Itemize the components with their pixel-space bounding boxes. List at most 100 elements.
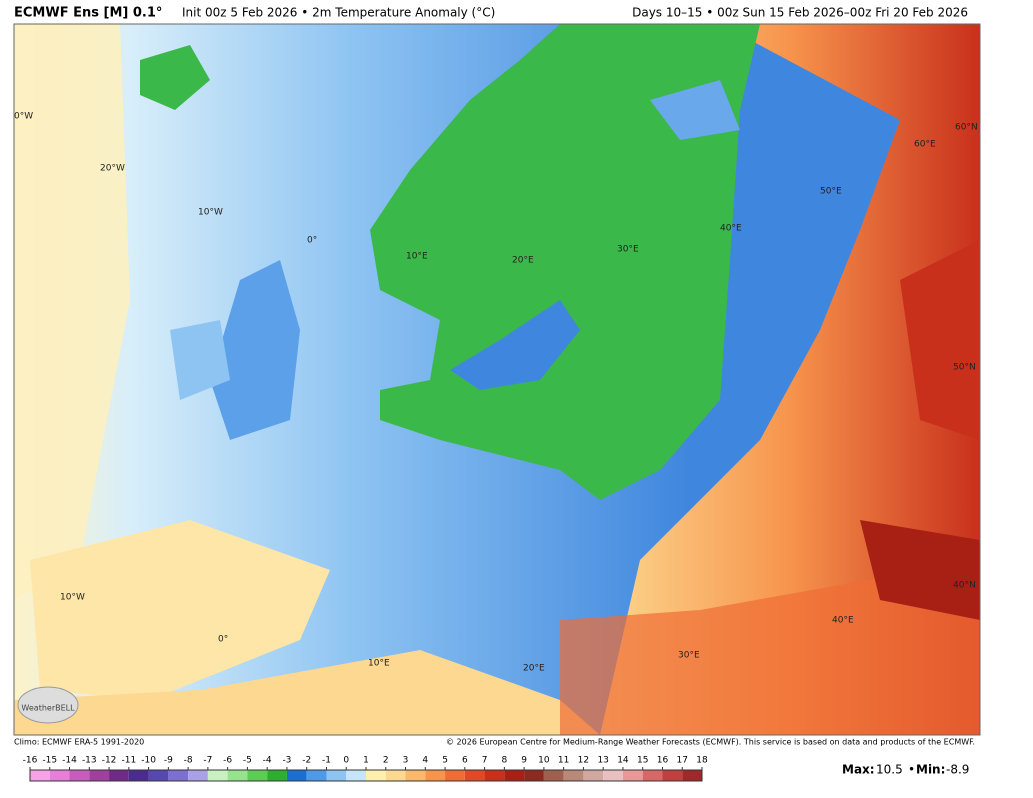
tick-label: 16 [657, 756, 669, 766]
climo: Climo: ECMWF ERA-5 1991-2020 [14, 738, 144, 747]
color-swatch [603, 770, 623, 781]
tick-label: 6 [462, 756, 468, 766]
atlantic-warm [14, 24, 130, 600]
tick-label: 14 [617, 756, 629, 766]
color-swatch [642, 770, 663, 781]
color-swatch [306, 770, 327, 781]
tick-label: -2 [302, 756, 311, 766]
russia-hot [900, 240, 980, 440]
color-swatch [385, 770, 406, 781]
max-label: Max: [842, 763, 875, 777]
title: ECMWF Ens [M] 0.1° [14, 6, 162, 21]
color-swatch [425, 770, 446, 781]
grid-label: 0° [218, 635, 228, 645]
tick-label: 4 [422, 756, 428, 766]
max-value: 10.5 [876, 763, 903, 777]
grid-label: 0° [307, 236, 317, 246]
separator: • [908, 763, 915, 777]
tick-label: 11 [558, 756, 569, 766]
tick-label: 5 [442, 756, 448, 766]
tick-label: -14 [62, 756, 77, 766]
grid-label: 10°E [406, 252, 428, 262]
grid-label: 50°E [820, 187, 842, 197]
colorbar: -16 -15 -14 -13 -12 -11 -10 -9 -8 -7 -6 -5 -4 -3 -2 -1 0… [23, 756, 708, 782]
grid-label: 10°W [198, 208, 223, 218]
tick-label: 17 [677, 756, 688, 766]
iceland [140, 45, 210, 110]
tick-label: 7 [482, 756, 488, 766]
color-swatch [326, 770, 347, 781]
grid-label: 40°E [832, 616, 854, 626]
color-swatch [366, 770, 386, 781]
tick-label: -11 [121, 756, 136, 766]
color-swatch [30, 770, 50, 781]
logo: WeatherBELL [21, 704, 75, 713]
color-swatch [89, 770, 110, 781]
tick-label: -8 [184, 756, 193, 766]
grid-label: 40°N [953, 581, 976, 591]
tick-label: -12 [102, 756, 117, 766]
color-swatch [662, 770, 683, 781]
color-swatch [445, 770, 465, 781]
copyright: © 2026 European Centre for Medium-Range … [446, 738, 975, 747]
caucasus [860, 520, 980, 620]
color-swatch [543, 770, 564, 781]
tick-label: -3 [282, 756, 291, 766]
tick-label: 2 [383, 756, 389, 766]
grid-label: 10°E [368, 659, 390, 669]
color-swatch [346, 770, 366, 781]
ireland [170, 320, 230, 400]
tick-label: 3 [403, 756, 409, 766]
color-swatch [405, 770, 426, 781]
tick-label: 13 [597, 756, 608, 766]
grid-label: 60°E [914, 140, 936, 150]
min-label: Min: [916, 763, 945, 777]
valid-time: Days 10–15 • 00z Sun 15 Feb 2026–00z Fri… [632, 6, 968, 20]
stats: Max: 10.5 • Min: -8.9 [842, 763, 969, 777]
color-swatch [168, 770, 189, 781]
color-swatch [227, 770, 248, 781]
min-value: -8.9 [946, 763, 969, 777]
map-frame [13, 23, 981, 736]
color-swatch [563, 770, 584, 781]
tick-label: 9 [521, 756, 527, 766]
grid-label: 0°W [14, 112, 33, 122]
color-swatch [286, 770, 307, 781]
grid-label: 50°N [953, 363, 976, 373]
tick-label: -6 [223, 756, 232, 766]
grid-label: 20°E [512, 256, 534, 266]
color-swatch [524, 770, 544, 781]
tick-label: -1 [322, 756, 331, 766]
tick-label: -16 [23, 756, 38, 766]
tick-label: -7 [203, 756, 212, 766]
turkey [560, 560, 980, 735]
color-swatch [207, 770, 228, 781]
tick-label: -4 [263, 756, 272, 766]
subtitle: Init 00z 5 Feb 2026 • 2m Temperature Ano… [182, 6, 495, 20]
color-swatch [148, 770, 169, 781]
map: 0°W 20°W 10°W 0° 10°E 20°E 30°E 40°E 50°E 60°E 60°… [13, 23, 981, 736]
grid-label: 60°N [955, 123, 978, 133]
tick-label: 0 [343, 756, 349, 766]
grid-label: 30°E [617, 245, 639, 255]
tick-label: 1 [363, 756, 369, 766]
color-swatch [504, 770, 525, 781]
tick-label: -15 [42, 756, 57, 766]
iberia [30, 520, 330, 700]
color-swatch [484, 770, 505, 781]
color-swatch [49, 770, 70, 781]
color-swatch [69, 770, 90, 781]
grid-label: 10°W [60, 593, 85, 603]
tick-label: -13 [82, 756, 97, 766]
color-swatch [188, 770, 208, 781]
white-sea [650, 80, 740, 140]
tick-label: 15 [637, 756, 648, 766]
north-africa [14, 650, 600, 735]
color-swatch [128, 770, 149, 781]
grid-label: 40°E [720, 224, 742, 234]
grid-label: 20°W [100, 164, 125, 174]
color-swatch [682, 770, 702, 781]
color-swatch [247, 770, 268, 781]
color-swatch [109, 770, 129, 781]
